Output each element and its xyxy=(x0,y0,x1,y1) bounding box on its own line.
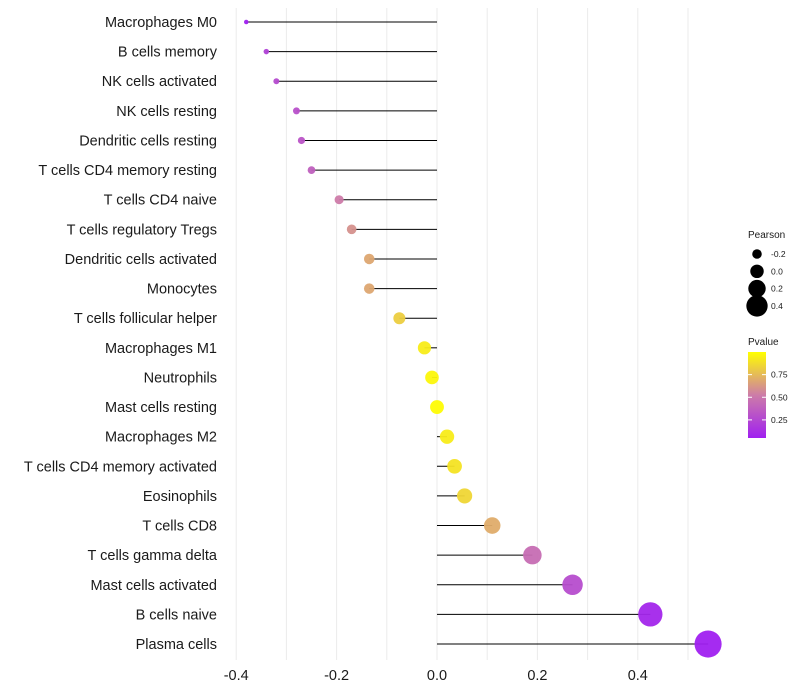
lollipop-dot xyxy=(430,400,444,414)
lollipop-dot xyxy=(425,370,439,385)
category-label: Macrophages M0 xyxy=(105,15,217,31)
pearson-legend-dot xyxy=(748,279,766,298)
lollipop-dot xyxy=(694,630,722,658)
category-label: Dendritic cells resting xyxy=(79,133,217,149)
pvalue-colorbar xyxy=(748,352,766,438)
lollipop-dots xyxy=(243,19,722,658)
category-label: B cells naive xyxy=(136,607,217,623)
pearson-legend-dot xyxy=(750,264,764,279)
pearson-size-legend: Pearson -0.2 0.0 0.2 0.4 xyxy=(746,230,786,317)
lollipop-dot xyxy=(297,136,306,145)
category-label: NK cells activated xyxy=(102,74,217,90)
pvalue-legend-label: 0.50 xyxy=(771,392,788,402)
lollipop-dot xyxy=(292,107,300,115)
category-label: T cells CD4 memory resting xyxy=(38,163,217,179)
category-label: T cells follicular helper xyxy=(74,311,217,327)
category-label: Plasma cells xyxy=(136,637,217,653)
category-label: Mast cells activated xyxy=(90,578,217,594)
pvalue-legend-title: Pvalue xyxy=(748,337,779,348)
x-axis-tick-labels: -0.4 -0.2 0.0 0.2 0.4 xyxy=(224,668,648,684)
x-tick-label: -0.2 xyxy=(324,668,349,684)
x-tick-label: 0.2 xyxy=(527,668,547,684)
x-tick-label: 0.0 xyxy=(427,668,447,684)
category-label: T cells regulatory Tregs xyxy=(67,222,217,238)
lollipop-dot xyxy=(457,488,473,504)
pearson-legend-label: -0.2 xyxy=(771,249,786,259)
lollipop-dot xyxy=(334,195,344,205)
category-label: T cells CD4 naive xyxy=(104,193,217,209)
category-labels: Macrophages M0 B cells memory NK cells act… xyxy=(24,15,218,653)
lollipop-dot xyxy=(638,602,663,627)
pvalue-color-legend: Pvalue 0.75 0.50 0.25 xyxy=(748,337,788,438)
pearson-legend-dot xyxy=(752,249,762,259)
lollipop-dot xyxy=(273,78,280,85)
lollipop-dot xyxy=(483,517,501,534)
lollipop-dot xyxy=(523,545,542,565)
lollipop-dot xyxy=(393,312,406,325)
category-label: Macrophages M1 xyxy=(105,341,217,357)
category-label: Macrophages M2 xyxy=(105,430,217,446)
category-label: Mast cells resting xyxy=(105,400,217,416)
pearson-legend-label: 0.4 xyxy=(771,301,783,311)
lollipop-stems xyxy=(246,21,709,645)
category-label: Neutrophils xyxy=(144,370,217,386)
pearson-legend-title: Pearson xyxy=(748,230,785,241)
category-label: Eosinophils xyxy=(143,489,217,505)
x-tick-label: 0.4 xyxy=(628,668,648,684)
gridlines xyxy=(235,8,689,660)
category-label: T cells gamma delta xyxy=(88,548,218,564)
lollipop-dot xyxy=(562,574,583,596)
lollipop-dot xyxy=(346,224,357,235)
category-label: Monocytes xyxy=(147,282,217,298)
category-label: B cells memory xyxy=(118,45,218,61)
lollipop-dot xyxy=(307,166,316,174)
pearson-legend-label: 0.0 xyxy=(771,266,783,276)
category-label: T cells CD4 memory activated xyxy=(24,459,217,475)
lollipop-dot xyxy=(263,48,270,55)
pvalue-legend-label: 0.75 xyxy=(771,370,788,380)
lollipop-dot xyxy=(439,429,455,444)
lollipop-dot xyxy=(243,19,249,25)
pearson-legend-label: 0.2 xyxy=(771,284,783,294)
x-tick-label: -0.4 xyxy=(224,668,249,684)
category-label: Dendritic cells activated xyxy=(65,252,217,268)
category-label: T cells CD8 xyxy=(142,519,217,535)
category-label: NK cells resting xyxy=(116,104,217,120)
lollipop-dot xyxy=(447,458,462,474)
lollipop-dot xyxy=(363,253,375,265)
lollipop-dot xyxy=(417,341,432,355)
lollipop-dot xyxy=(363,283,375,294)
pearson-legend-dot xyxy=(746,295,768,317)
pvalue-legend-label: 0.25 xyxy=(771,415,788,425)
